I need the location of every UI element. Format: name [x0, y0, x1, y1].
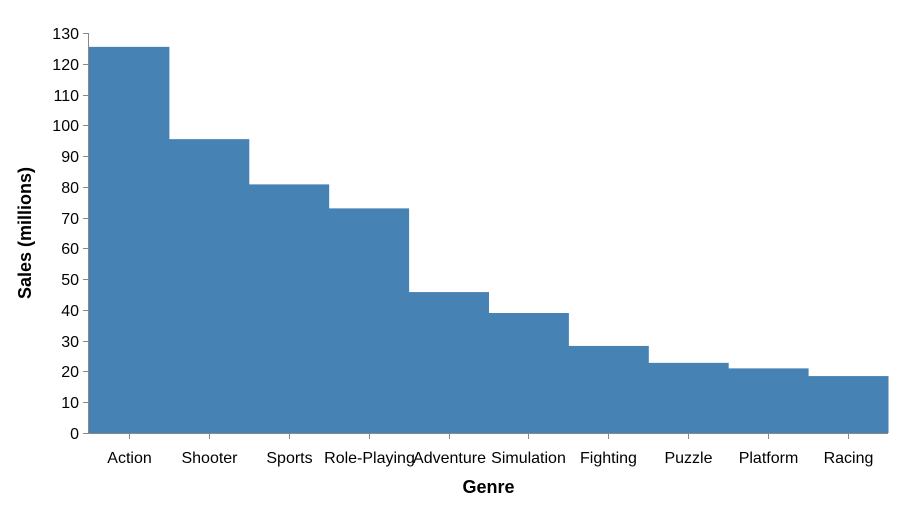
area-segment-puzzle	[648, 362, 729, 433]
area-segment-simulation	[488, 313, 569, 433]
area-segment-racing	[808, 376, 889, 433]
y-tick-label: 30	[61, 334, 79, 351]
area-segment-action	[89, 46, 170, 433]
x-tick-label: Simulation	[491, 450, 566, 467]
y-axis-ticks: 0 10 20 30 40 50 60 70 80 90 100 110 120 130	[52, 26, 89, 443]
x-tick-label: Sports	[266, 450, 312, 467]
x-tick-label: Action	[107, 450, 151, 467]
y-tick-label: 130	[52, 26, 79, 43]
y-tick-label: 110	[53, 88, 79, 105]
area-segment-fighting	[568, 345, 649, 433]
y-tick-label: 50	[61, 272, 79, 289]
y-tick-label: 60	[61, 241, 79, 258]
x-tick-label: Shooter	[181, 450, 238, 467]
x-tick-label: Fighting	[580, 450, 637, 467]
y-tick-label: 80	[61, 180, 79, 197]
marks-layer	[89, 46, 889, 433]
x-axis-ticks: Action Shooter Sports Role-PlayingAdventure…	[107, 433, 874, 467]
y-tick-label: 100	[52, 118, 79, 135]
y-tick-label: 10	[61, 395, 79, 412]
y-tick-label: 90	[61, 149, 79, 166]
y-tick-label: 0	[70, 426, 79, 443]
y-tick-label: 120	[52, 57, 79, 74]
x-tick-label: Role-Playing	[324, 450, 415, 467]
x-tick-label: Platform	[739, 450, 799, 467]
area-segment-adventure	[408, 292, 489, 433]
area-segment-platform	[728, 368, 809, 433]
x-tick-label: Racing	[824, 450, 874, 467]
y-axis-title: Sales (millions)	[15, 167, 35, 299]
x-tick-label: Adventure	[413, 450, 486, 467]
area-segment-role-playing	[328, 208, 410, 433]
area-segment-shooter	[168, 139, 250, 433]
y-tick-label: 20	[61, 364, 79, 381]
x-tick-label: Puzzle	[664, 450, 712, 467]
area-segment-sports	[248, 184, 330, 433]
y-tick-label: 70	[61, 211, 79, 228]
y-tick-label: 40	[61, 303, 79, 320]
axes-layer	[88, 33, 888, 434]
x-axis-title: Genre	[462, 477, 514, 497]
